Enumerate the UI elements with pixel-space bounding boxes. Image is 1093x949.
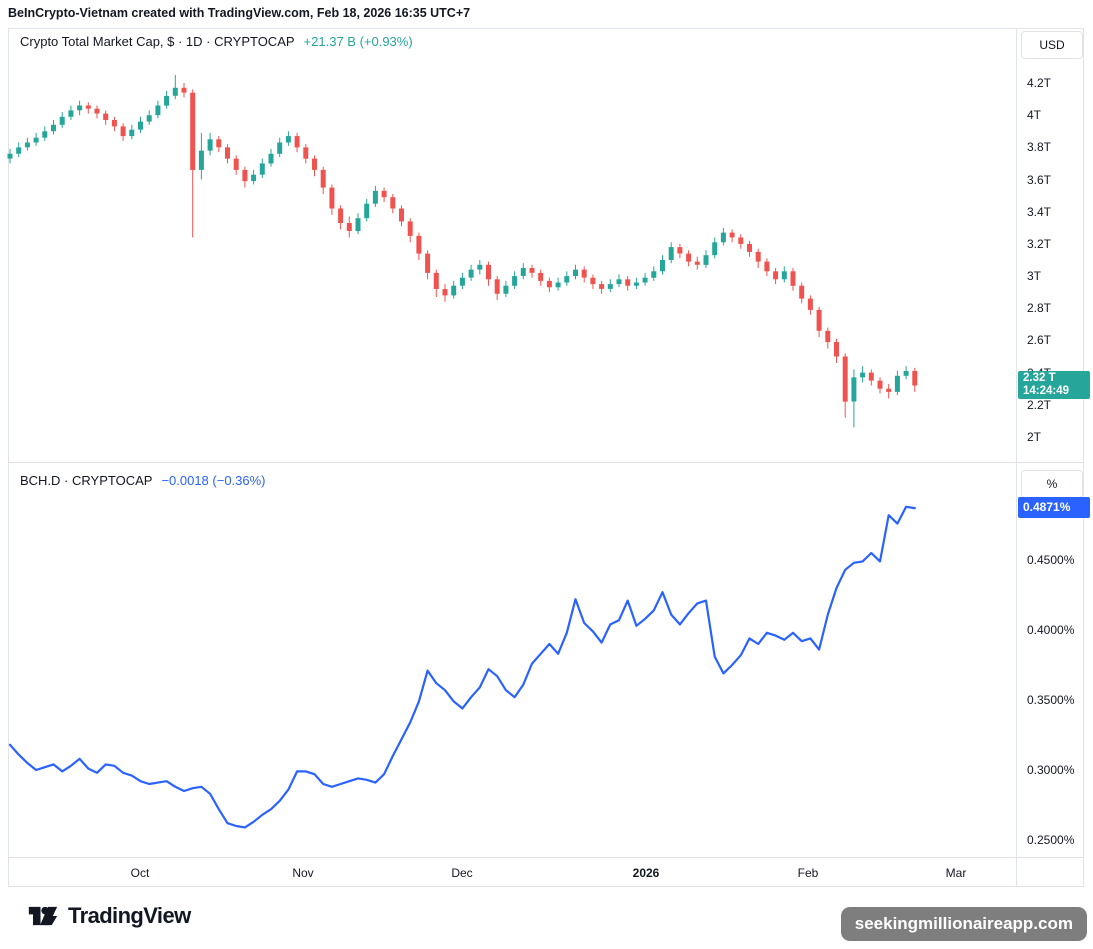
dominance-price-axis[interactable]	[1017, 462, 1084, 857]
last-price-value: 2.32 T	[1023, 372, 1056, 384]
time-axis-month-label: Feb	[797, 866, 819, 880]
market-cap-legend[interactable]: Crypto Total Market Cap, $ · 1D · CRYPTO…	[20, 34, 413, 49]
time-axis-year-label: 2026	[632, 866, 660, 880]
price-axis-label: 3.6T	[1027, 173, 1052, 187]
price-axis-label: 2.6T	[1027, 333, 1052, 347]
price-axis-label: 2T	[1027, 430, 1042, 444]
last-price-badge-market-cap: 2.32 T 14:24:49	[1018, 371, 1090, 399]
attribution-header: BeInCrypto-Vietnam created with TradingV…	[8, 6, 471, 20]
price-axis-label: 3.2T	[1027, 237, 1052, 251]
price-axis-label: 0.4000%	[1027, 623, 1075, 637]
last-value-badge-dominance: 0.4871%	[1018, 497, 1090, 518]
price-axis-label: 4T	[1027, 108, 1042, 122]
price-axis-label: 3.8T	[1027, 140, 1052, 154]
tradingview-brand[interactable]: TradingView	[28, 903, 191, 929]
dominance-legend[interactable]: BCH.D · CRYPTOCAP −0.0018 (−0.36%)	[20, 473, 266, 488]
price-axis-label: 0.4500%	[1027, 553, 1075, 567]
price-axis-label: 4.2T	[1027, 76, 1052, 90]
tradingview-logo-icon	[28, 903, 58, 929]
currency-unit-button[interactable]: USD	[1021, 31, 1083, 59]
tradingview-wordmark: TradingView	[68, 903, 191, 928]
percent-unit-button[interactable]: %	[1021, 470, 1083, 498]
countdown-timer: 14:24:49	[1023, 385, 1070, 397]
price-axis-label: 0.3500%	[1027, 693, 1075, 707]
price-axis-label: 3.4T	[1027, 205, 1052, 219]
time-axis-month-label: Oct	[130, 866, 150, 880]
price-axis-label: 0.2500%	[1027, 833, 1075, 847]
price-axis-label: 0.3000%	[1027, 763, 1075, 777]
price-axis-separator	[1016, 28, 1017, 887]
price-axis-label: 2.2T	[1027, 398, 1052, 412]
dominance-symbol-title[interactable]: BCH.D · CRYPTOCAP	[20, 473, 153, 488]
time-axis-month-label: Nov	[292, 866, 314, 880]
time-axis-separator	[8, 857, 1084, 858]
market-cap-change-value: +21.37 B (+0.93%)	[303, 34, 413, 49]
price-axis-label: 3T	[1027, 269, 1042, 283]
price-axis-label: 2.8T	[1027, 301, 1052, 315]
last-dominance-value: 0.4871%	[1023, 500, 1071, 514]
chart-widget-frame	[8, 28, 1084, 887]
time-axis-month-label: Mar	[945, 866, 967, 880]
market-cap-symbol-title[interactable]: Crypto Total Market Cap, $ · 1D · CRYPTO…	[20, 34, 295, 49]
pane-separator[interactable]	[8, 462, 1084, 463]
dominance-change-value: −0.0018 (−0.36%)	[161, 473, 266, 488]
watermark-badge: seekingmillionaireapp.com	[840, 907, 1087, 941]
time-axis-month-label: Dec	[451, 866, 473, 880]
